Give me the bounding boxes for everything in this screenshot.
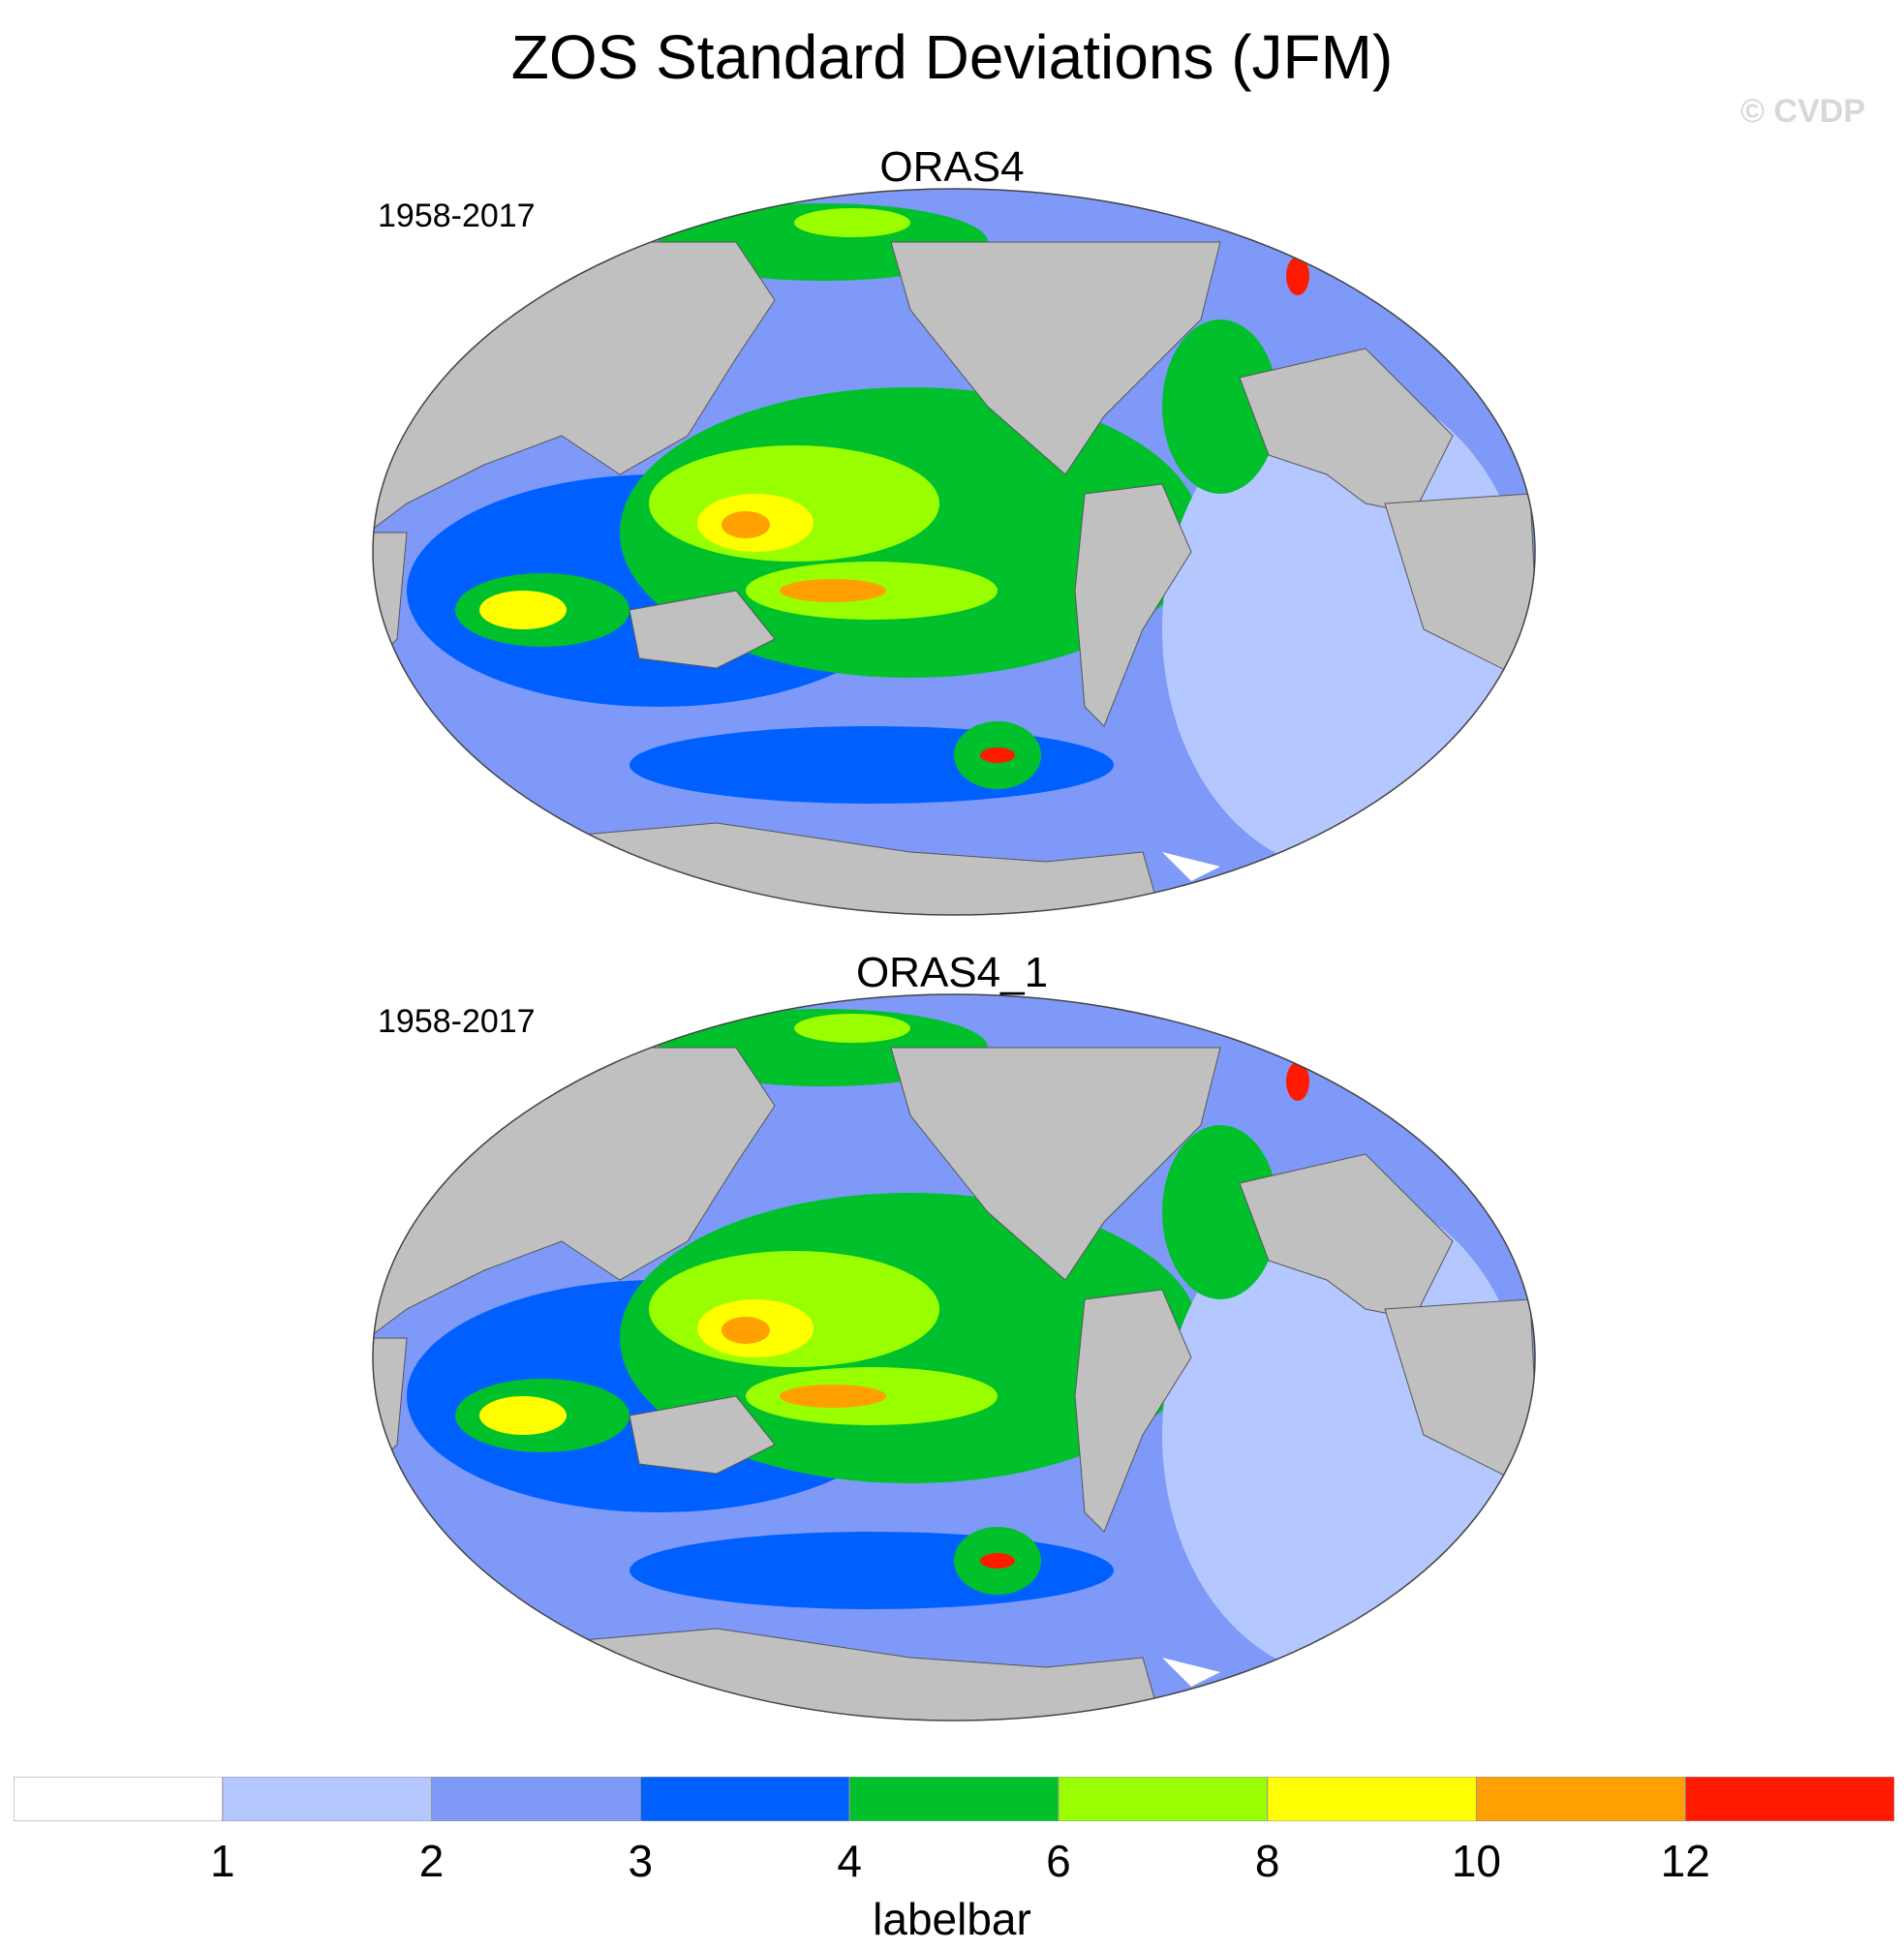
map-panel-2 — [372, 993, 1536, 1721]
panel-period-2: 1958-2017 — [378, 1003, 536, 1040]
labelbar-tick-12: 12 — [1660, 1836, 1710, 1886]
labelbar-tick-3: 3 — [628, 1836, 654, 1886]
labelbar-box-0 — [14, 1777, 224, 1821]
labelbar-title: labelbar — [873, 1894, 1031, 1944]
labelbar-tick-2: 2 — [418, 1836, 445, 1886]
labelbar-box-8 — [1684, 1777, 1894, 1821]
panel-title-1: ORAS4 — [879, 143, 1025, 191]
map-panel-1 — [372, 188, 1536, 916]
labelbar-tick-1: 1 — [209, 1836, 235, 1886]
labelbar-box-2 — [431, 1777, 641, 1821]
labelbar-box-3 — [639, 1777, 850, 1821]
labelbar-tick-4: 4 — [837, 1836, 862, 1886]
figure-title: ZOS Standard Deviations (JFM) — [510, 22, 1394, 92]
labelbar-tick-10: 10 — [1451, 1836, 1502, 1886]
labelbar-box-7 — [1475, 1777, 1686, 1821]
labelbar-tick-6: 6 — [1046, 1836, 1071, 1886]
panel-title-2: ORAS4_1 — [855, 949, 1049, 996]
labelbar-box-6 — [1267, 1777, 1477, 1821]
cvdp-watermark: © CVDP — [1740, 93, 1865, 130]
labelbar-tick-8: 8 — [1254, 1836, 1280, 1886]
labelbar-box-4 — [848, 1777, 1059, 1821]
labelbar-box-1 — [222, 1777, 433, 1821]
panel-period-1: 1958-2017 — [378, 198, 536, 234]
labelbar — [14, 1777, 1894, 1821]
labelbar-box-5 — [1058, 1777, 1269, 1821]
